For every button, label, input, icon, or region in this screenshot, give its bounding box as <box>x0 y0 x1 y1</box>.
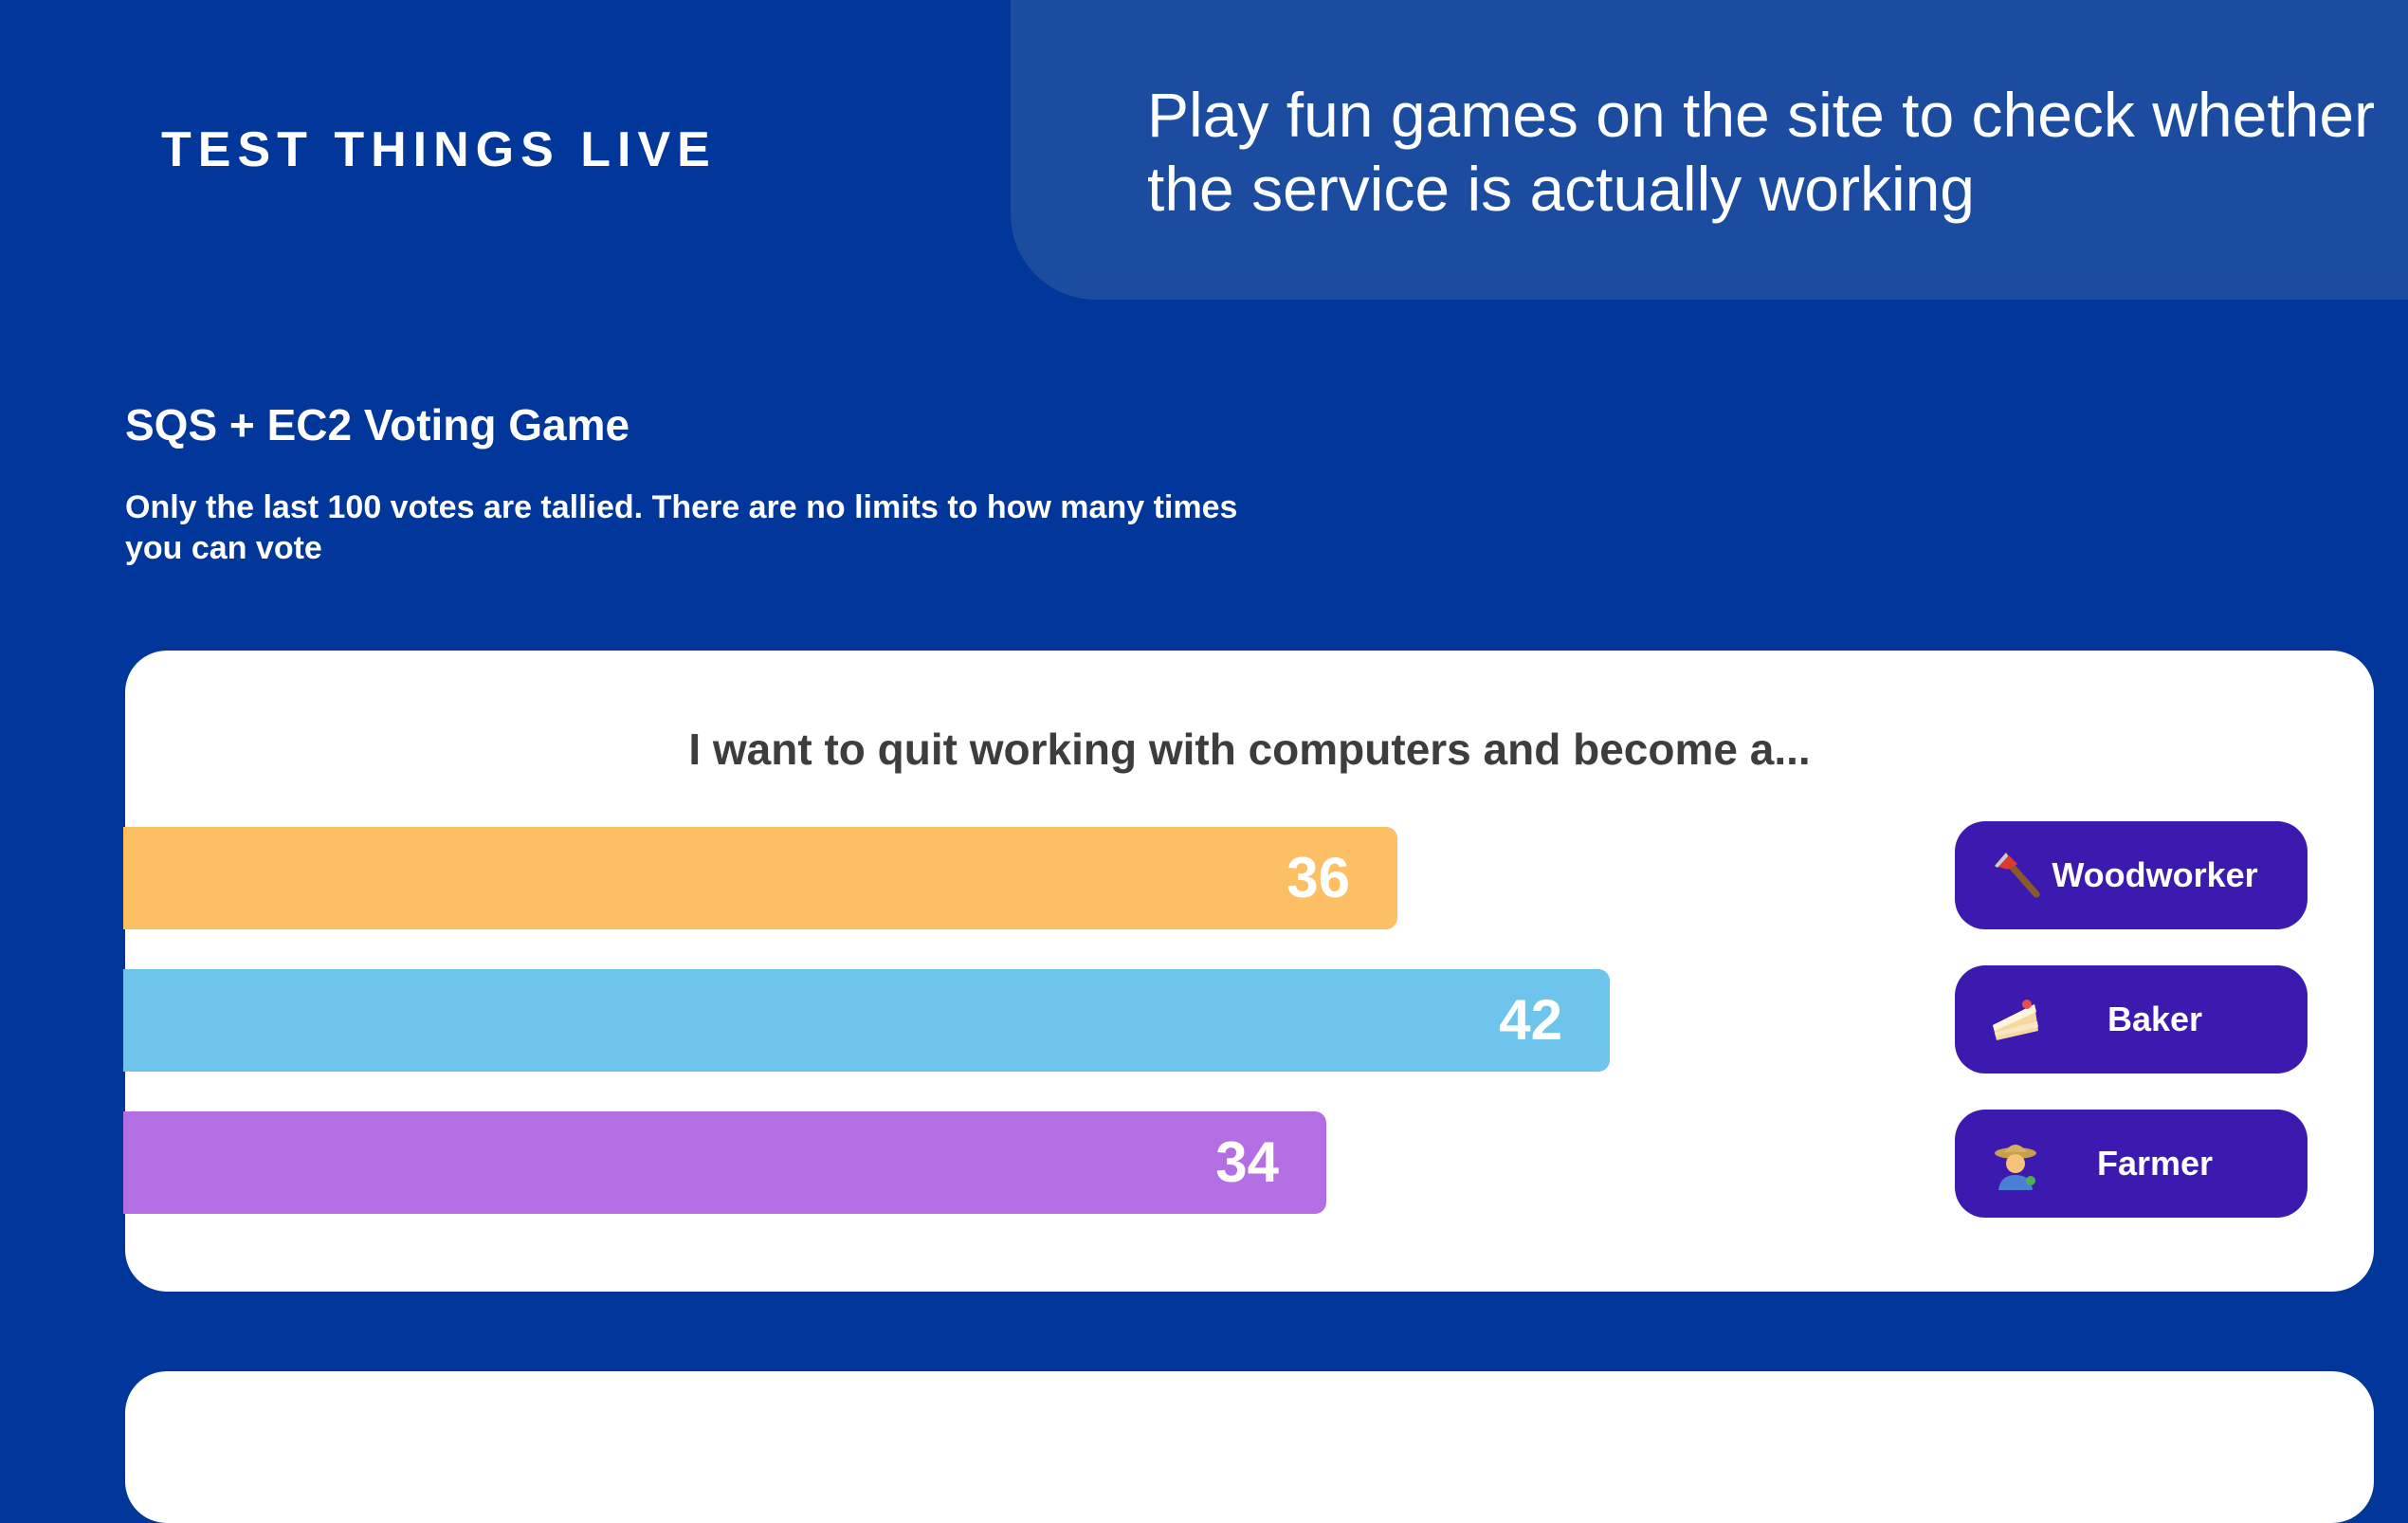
vote-button-woodworker[interactable]: Woodworker <box>1955 821 2308 929</box>
poll-question: I want to quit working with computers an… <box>688 725 1811 774</box>
tagline-text: Play fun games on the site to check whet… <box>1147 80 2376 224</box>
cake-icon <box>1993 1000 2038 1040</box>
section-title: SQS + EC2 Voting Game <box>125 400 630 450</box>
vote-button-label: Woodworker <box>2052 855 2258 894</box>
vote-button-label: Baker <box>2107 1000 2203 1038</box>
farmer-icon <box>1995 1145 2036 1190</box>
section-description: Only the last 100 votes are tallied. The… <box>125 489 1238 566</box>
tagline-panel: Play fun games on the site to check whet… <box>1011 0 2408 300</box>
brand-logo-text: TEST THINGS LIVE <box>161 122 717 177</box>
next-game-card <box>125 1371 2374 1523</box>
result-value-woodworker: 36 <box>1286 846 1350 909</box>
result-bar-woodworker: 36 <box>123 827 1397 929</box>
vote-button-label: Farmer <box>2096 1144 2214 1183</box>
voting-card: I want to quit working with computers an… <box>123 651 2374 1292</box>
result-bar-baker: 42 <box>123 969 1610 1072</box>
axe-icon <box>1995 853 2040 898</box>
results-bars: 36 42 34 <box>123 651 2374 1292</box>
result-bar-farmer: 34 <box>123 1111 1326 1214</box>
vote-button-farmer[interactable]: Farmer <box>1955 1110 2308 1218</box>
vote-button-baker[interactable]: Baker <box>1955 965 2308 1073</box>
result-value-farmer: 34 <box>1215 1130 1279 1194</box>
result-value-baker: 42 <box>1499 988 1562 1052</box>
